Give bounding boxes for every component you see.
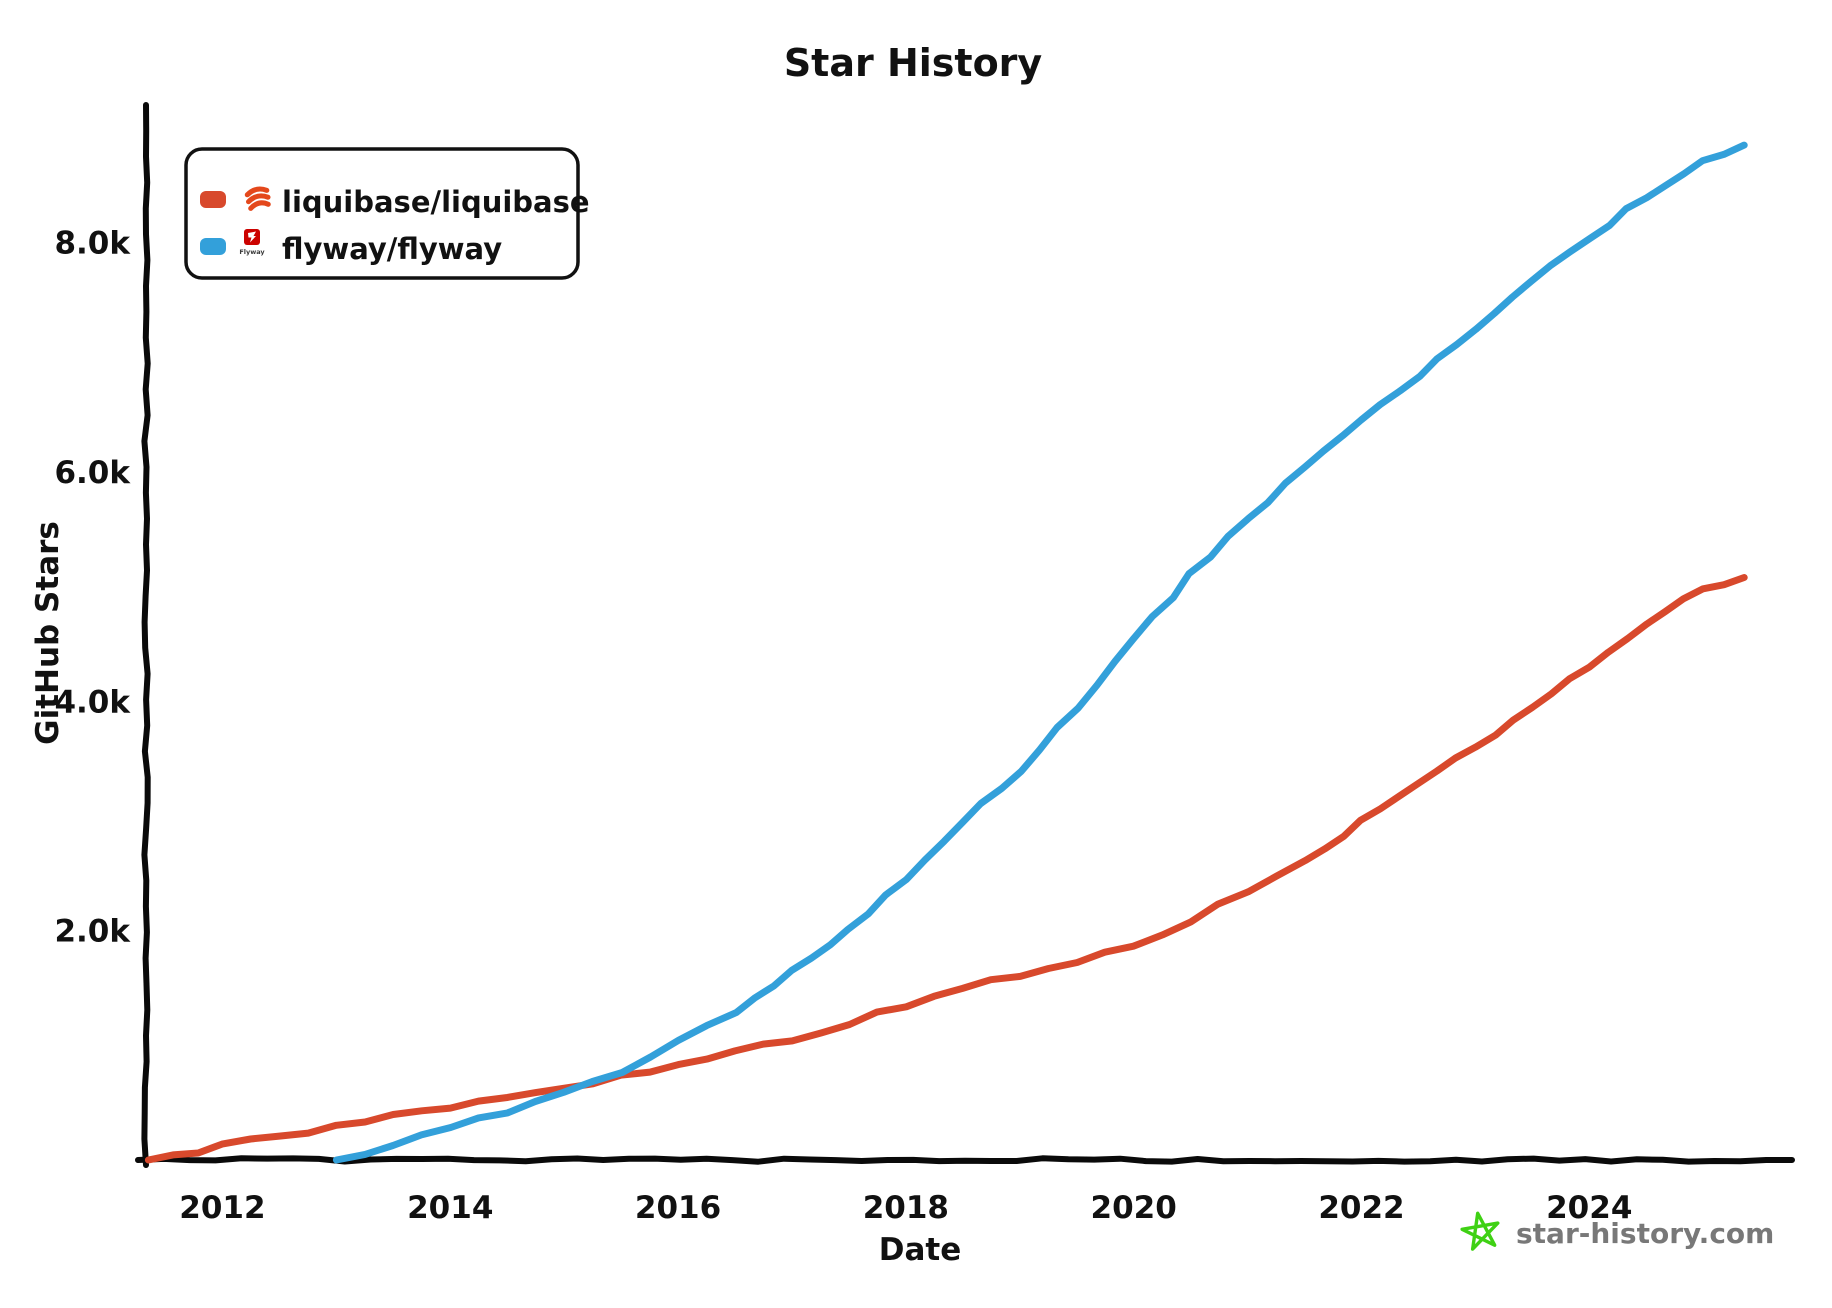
legend-box <box>184 147 580 280</box>
series-line-liquibase <box>144 574 1748 1164</box>
x-tick-label: 2024 <box>1546 1190 1632 1226</box>
y-tick-label: 8.0k <box>54 226 131 262</box>
series-line-flyway <box>332 141 1748 1164</box>
x-tick-label: 2012 <box>179 1190 265 1226</box>
x-tick-label: 2014 <box>407 1190 493 1226</box>
liquibase-color-swatch <box>200 191 226 208</box>
watermark[interactable]: star-history.com <box>1460 1210 1774 1251</box>
x-tick-label: 2022 <box>1318 1190 1404 1226</box>
y-axis-label: GitHub Stars <box>30 521 66 745</box>
y-axis-line <box>141 102 151 1168</box>
flyway-color-swatch <box>200 238 226 255</box>
x-tick-label: 2018 <box>863 1190 949 1226</box>
legend-label-liquibase: liquibase/liquibase <box>282 185 590 219</box>
flyway-logo-icon: Flyway <box>239 229 265 256</box>
legend: liquibase/liquibase Flyway flyway/flyway <box>184 147 590 280</box>
x-axis-label: Date <box>879 1232 962 1268</box>
y-tick-label: 4.0k <box>54 684 131 720</box>
x-axis-line <box>135 1155 1795 1165</box>
x-tick-label: 2016 <box>635 1190 721 1226</box>
series-lines <box>144 141 1748 1164</box>
x-tick-label: 2020 <box>1091 1190 1177 1226</box>
y-tick-label: 6.0k <box>54 455 131 491</box>
chart-title: Star History <box>784 41 1043 85</box>
liquibase-logo-icon <box>244 186 271 211</box>
y-tick-label: 2.0k <box>54 914 131 950</box>
watermark-text: star-history.com <box>1516 1217 1774 1250</box>
flyway-logo-wordmark: Flyway <box>239 248 265 256</box>
x-tick-labels: 2012 2014 2016 2018 2020 2022 2024 <box>179 1190 1632 1226</box>
axes <box>135 102 1795 1168</box>
legend-item-flyway: Flyway flyway/flyway <box>200 229 502 266</box>
legend-label-flyway: flyway/flyway <box>282 232 502 266</box>
y-tick-labels: 2.0k 4.0k 6.0k 8.0k <box>54 226 131 950</box>
legend-item-liquibase: liquibase/liquibase <box>200 185 590 219</box>
star-icon <box>1460 1211 1500 1251</box>
